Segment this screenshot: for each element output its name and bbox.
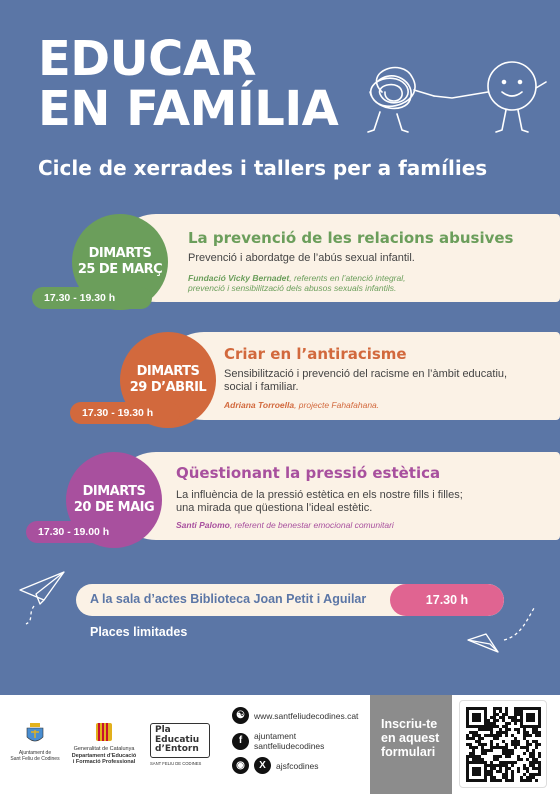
speaker-name: Fundació Vicky Bernadet: [188, 273, 290, 283]
session-card-1: La prevenció de les relacions abusives P…: [112, 214, 560, 302]
time-pill-1: 17.30 - 19.30 h: [32, 287, 152, 309]
date-circle-2: DIMARTS 29 D’ABRIL: [120, 332, 216, 428]
paper-plane-right-icon: [467, 607, 535, 653]
date-date: 20 DE MAIG: [73, 500, 155, 515]
session-speaker: Fundació Vicky Bernadet, referents en l’…: [188, 273, 405, 293]
time-pill-2: 17.30 - 19.30 h: [70, 402, 180, 424]
social-handle: ajsfcodines: [276, 760, 319, 771]
speaker-role-2: prevenció i sensibilització dels abusos …: [188, 283, 397, 293]
x-icon: X: [254, 757, 271, 774]
facebook-handle-2: santfeliudecodines: [254, 741, 325, 751]
description-line-2: una mirada que qüestiona l’ideal estètic…: [176, 502, 373, 514]
speaker-role: , referent de benestar emocional comunit…: [229, 520, 394, 530]
footer: Ajuntament de Sant Feliu de Codines Gene…: [0, 695, 560, 794]
pla-line-2: Educatiu: [155, 734, 200, 745]
session-card-2: Criar en l’antiracisme Sensibilització i…: [160, 332, 560, 420]
session-speaker: Santi Palomo, referent de benestar emoci…: [176, 520, 394, 530]
web-url: www.santfeliudecodines.cat: [254, 710, 359, 721]
register-cta: Inscriu-te en aquest formulari: [370, 695, 452, 794]
pla-line-4: SANT FELIU DE CODINES: [150, 760, 202, 766]
cta-line-1: Inscriu-te: [381, 717, 438, 731]
places-limited: Places limitades: [90, 625, 188, 639]
facebook-link[interactable]: f ajuntament santfeliudecodines: [232, 731, 324, 751]
description-line-1: Sensibilització i prevenció del racisme …: [224, 368, 508, 380]
generalitat-line-1: Generalitat de Catalunya: [73, 746, 135, 752]
session-description: La influència de la pressió estètica en …: [176, 489, 463, 515]
globe-icon: ☯: [232, 707, 249, 724]
facebook-icon: f: [232, 732, 249, 750]
date-day: DIMARTS: [82, 484, 146, 499]
session-description: Sensibilització i prevenció del racisme …: [224, 368, 507, 394]
venue-banner: A la sala d’actes Biblioteca Joan Petit …: [76, 584, 504, 616]
subtitle: Cicle de xerrades i tallers per a famíli…: [38, 156, 488, 180]
session-title: Criar en l’antiracisme: [224, 345, 407, 363]
session-title: La prevenció de les relacions abusives: [188, 229, 514, 247]
ajuntament-name-1: Ajuntament de: [18, 750, 52, 756]
web-link[interactable]: ☯ www.santfeliudecodines.cat: [232, 707, 358, 724]
description-line-1: La influència de la pressió estètica en …: [176, 489, 463, 501]
scribble-characters-illustration: [367, 61, 547, 133]
facebook-handle-1: ajuntament: [254, 731, 297, 741]
description-line-2: social i familiar.: [224, 381, 299, 393]
time-pill-3: 17.30 - 19.00 h: [26, 521, 144, 543]
title-line-2: EN FAMÍLIA: [38, 81, 339, 137]
qr-code[interactable]: [459, 700, 547, 788]
speaker-name: Adriana Torroella: [224, 400, 295, 410]
pla-line-1: Pla: [155, 725, 171, 735]
speaker-role: , referents en l’atenció integral,: [289, 273, 406, 283]
speaker-name: Santi Palomo: [176, 520, 230, 530]
generalitat-logo: Generalitat de Catalunya Departament d’E…: [66, 723, 142, 766]
instagram-icon: ◉: [232, 757, 249, 774]
venue-text: A la sala d’actes Biblioteca Joan Petit …: [90, 592, 367, 606]
speaker-role: , projecte Fahafahana.: [294, 400, 380, 410]
generalitat-emblem-icon: [96, 723, 112, 741]
ajuntament-logo: Ajuntament de Sant Feliu de Codines: [10, 723, 60, 762]
session-speaker: Adriana Torroella, projecte Fahafahana.: [224, 400, 379, 410]
date-date: 29 D’ABRIL: [129, 380, 207, 395]
session-title: Qüestionant la pressió estètica: [176, 464, 441, 482]
facebook-handle: ajuntament santfeliudecodines: [254, 731, 324, 751]
date-day: DIMARTS: [136, 364, 200, 379]
ajuntament-name-2: Sant Feliu de Codines: [10, 756, 60, 762]
pla-line-3: d’Entorn: [155, 744, 199, 754]
date-date: 25 DE MARÇ: [77, 262, 163, 277]
paper-plane-left-icon: [19, 571, 65, 625]
session-description: Prevenció i abordatge de l’abús sexual i…: [188, 252, 415, 264]
generalitat-line-3: i Formació Professional: [72, 759, 136, 765]
generalitat-line-2: Departament d’Educació: [71, 752, 137, 759]
coat-of-arms-icon: [26, 723, 44, 742]
title-line-1: EDUCAR: [38, 31, 256, 87]
cta-line-2: en aquest: [381, 731, 440, 745]
qr-code-graphic: [466, 707, 541, 782]
session-card-3: Qüestionant la pressió estètica La influ…: [112, 452, 560, 540]
cta-line-3: formulari: [381, 745, 436, 759]
poster-title: EDUCAR EN FAMÍLIA: [38, 31, 339, 137]
date-day: DIMARTS: [88, 246, 152, 261]
instagram-x-link[interactable]: ◉ X ajsfcodines: [232, 757, 319, 774]
pla-educatiu-logo: Pla Educatiu d’Entorn SANT FELIU DE CODI…: [150, 723, 214, 766]
venue-time: 17.30 h: [390, 584, 504, 616]
